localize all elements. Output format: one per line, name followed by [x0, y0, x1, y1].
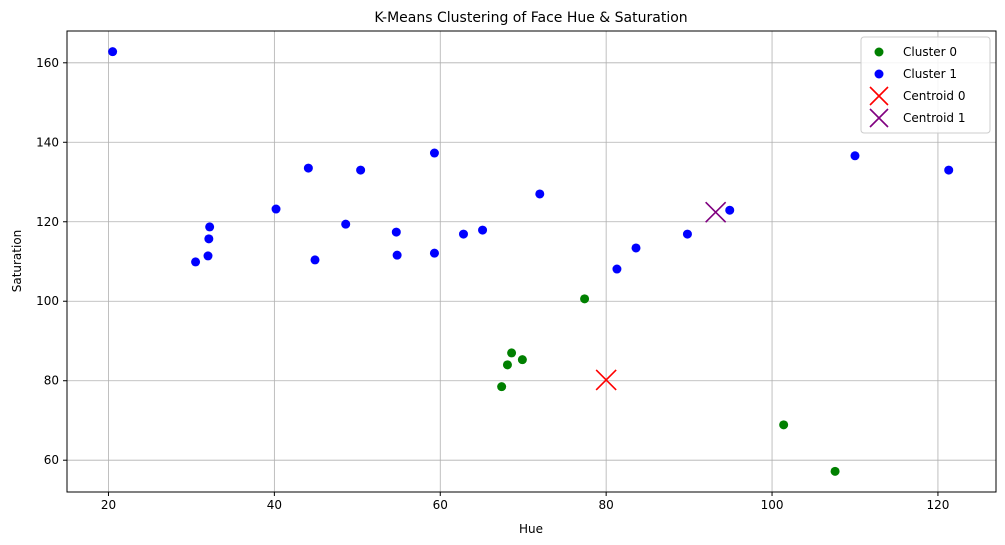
cluster-point: [429, 148, 439, 158]
legend-marker: [874, 47, 884, 57]
cluster-point: [271, 204, 281, 214]
y-axis-label: Saturation: [10, 230, 24, 293]
x-axis-label: Hue: [519, 522, 543, 536]
cluster-point: [392, 250, 402, 260]
plot-frame: [66, 30, 997, 493]
cluster-point: [502, 360, 512, 370]
cluster-point: [429, 248, 439, 258]
cluster-point: [356, 165, 366, 175]
cluster-point: [580, 294, 590, 304]
x-tick-label: 40: [267, 498, 282, 512]
y-tick-label: 100: [36, 294, 59, 308]
grid-lines: [67, 31, 996, 492]
legend-label: Cluster 1: [903, 67, 957, 81]
cluster-point: [535, 189, 545, 199]
cluster-point: [631, 243, 641, 253]
cluster-point: [830, 466, 840, 476]
cluster-point: [779, 420, 789, 430]
y-tick-label: 80: [44, 374, 59, 388]
legend-marker: [869, 86, 889, 106]
cluster-point: [458, 229, 468, 239]
cluster-point: [203, 251, 213, 261]
legend-marker: [874, 69, 884, 79]
cluster-point: [682, 229, 692, 239]
y-tick-label: 140: [36, 135, 59, 149]
cluster-point: [944, 165, 954, 175]
centroid-marker: [705, 201, 727, 223]
legend-box: [860, 36, 991, 134]
y-tick-label: 160: [36, 56, 59, 70]
data-points: [108, 47, 954, 476]
plot-area: [67, 31, 996, 492]
x-tick-label: 100: [761, 498, 784, 512]
cluster-point: [341, 219, 351, 229]
cluster-point: [517, 355, 527, 365]
x-tick-label: 60: [433, 498, 448, 512]
legend-label: Centroid 0: [903, 89, 965, 103]
x-tick-label: 80: [599, 498, 614, 512]
cluster-point: [391, 227, 401, 237]
cluster-point: [478, 225, 488, 235]
cluster-point: [725, 205, 735, 215]
cluster-point: [108, 47, 118, 57]
axes: 20 40 60 80 100 120 60 80 100 120 140 160: [36, 56, 949, 512]
cluster-point: [205, 222, 215, 232]
x-tick-label: 20: [101, 498, 116, 512]
cluster-point: [204, 234, 214, 244]
y-tick-label: 120: [36, 215, 59, 229]
cluster-point: [850, 151, 860, 161]
cluster-point: [507, 348, 517, 358]
legend-label: Cluster 0: [903, 45, 957, 59]
cluster-point: [303, 163, 313, 173]
cluster-point: [191, 257, 201, 267]
legend-label: Centroid 1: [903, 111, 965, 125]
cluster-point: [497, 382, 507, 392]
chart-title: K-Means Clustering of Face Hue & Saturat…: [374, 10, 687, 26]
legend: Cluster 0 Cluster 1 Centroid 0 Centroid 1: [860, 36, 991, 134]
y-tick-label: 60: [44, 453, 59, 467]
cluster-point: [310, 255, 320, 265]
centroid-marker: [595, 369, 617, 391]
legend-marker: [869, 108, 889, 128]
x-tick-label: 120: [926, 498, 949, 512]
cluster-point: [612, 264, 622, 274]
